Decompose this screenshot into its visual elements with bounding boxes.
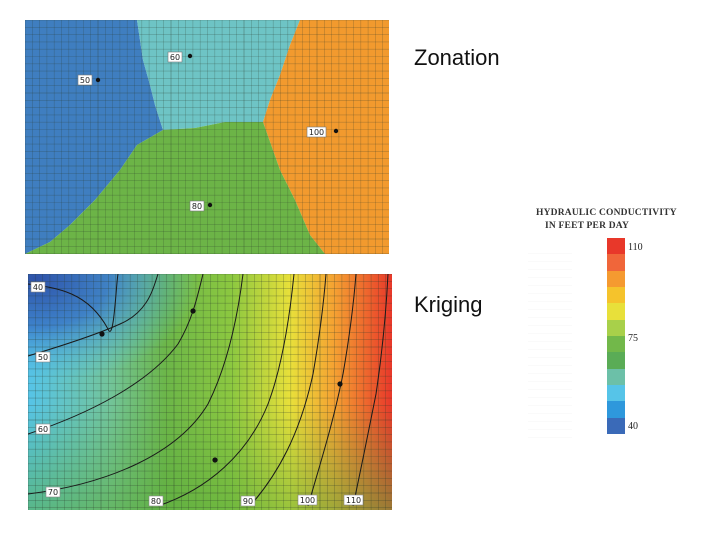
legend-swatch bbox=[607, 352, 625, 369]
legend-title-line2: IN FEET PER DAY bbox=[545, 221, 630, 231]
contour-label-80: 80 bbox=[148, 495, 164, 507]
legend-title-line1: HYDRAULIC CONDUCTIVITY bbox=[536, 208, 677, 218]
legend-swatch bbox=[607, 319, 625, 336]
legend-swatch bbox=[607, 384, 625, 402]
svg-text:50: 50 bbox=[38, 353, 48, 362]
legend-ghost-strip bbox=[528, 246, 572, 438]
well-point bbox=[95, 77, 101, 83]
svg-text:100: 100 bbox=[309, 128, 324, 137]
well-point bbox=[333, 128, 339, 134]
contour-label-110: 110 bbox=[343, 494, 364, 506]
legend-swatch bbox=[607, 238, 625, 255]
contour-line bbox=[28, 274, 159, 357]
legend-swatch bbox=[607, 254, 625, 271]
svg-text:90: 90 bbox=[243, 497, 253, 506]
well-point bbox=[207, 202, 213, 208]
contour-label-40: 40 bbox=[30, 281, 46, 293]
svg-text:60: 60 bbox=[38, 425, 48, 434]
well-point bbox=[99, 331, 105, 337]
svg-text:80: 80 bbox=[192, 202, 202, 211]
zone-label-50: 50 bbox=[77, 74, 93, 86]
legend-tick-75: 75 bbox=[628, 333, 638, 344]
contour-label-90: 90 bbox=[240, 495, 256, 507]
legend-tick-110: 110 bbox=[628, 242, 643, 253]
svg-text:110: 110 bbox=[346, 496, 361, 505]
legend-tick-40: 40 bbox=[628, 421, 638, 432]
contour-line bbox=[28, 274, 244, 495]
svg-text:80: 80 bbox=[151, 497, 161, 506]
zonation-map: 50 60 100 80 bbox=[25, 20, 389, 254]
contour-line bbox=[28, 274, 204, 435]
zone-60 bbox=[137, 20, 300, 130]
zonation-caption: Zonation bbox=[414, 45, 500, 70]
legend-swatch bbox=[607, 417, 625, 434]
legend-swatch bbox=[607, 286, 625, 304]
contour-label-50: 50 bbox=[35, 351, 51, 363]
zone-label-60: 60 bbox=[167, 51, 183, 63]
svg-text:60: 60 bbox=[170, 53, 180, 62]
svg-text:70: 70 bbox=[48, 488, 58, 497]
contour-line bbox=[249, 274, 327, 507]
kriging-caption: Kriging bbox=[414, 292, 483, 317]
zone-80 bbox=[25, 122, 325, 254]
contour-label-60: 60 bbox=[35, 423, 51, 435]
svg-text:50: 50 bbox=[80, 76, 90, 85]
contour-line bbox=[307, 274, 357, 507]
zone-50 bbox=[25, 20, 163, 254]
contour-label-70: 70 bbox=[45, 486, 61, 498]
zone-label-100: 100 bbox=[306, 126, 327, 138]
legend-swatch bbox=[607, 303, 625, 320]
legend-title: HYDRAULIC CONDUCTIVITY IN FEET PER DAY bbox=[536, 207, 677, 233]
well-point bbox=[337, 381, 343, 387]
well-point bbox=[190, 308, 196, 314]
legend-swatch bbox=[607, 270, 625, 287]
legend-swatch bbox=[607, 335, 625, 353]
well-point bbox=[212, 457, 218, 463]
kriging-map: 40 50 60 70 80 90 bbox=[28, 274, 392, 510]
kriging-map-canvas: 40 50 60 70 80 90 bbox=[28, 274, 392, 510]
contour-line bbox=[157, 274, 295, 507]
svg-text:40: 40 bbox=[33, 283, 43, 292]
svg-text:100: 100 bbox=[300, 496, 315, 505]
well-point bbox=[187, 53, 193, 59]
legend-color-ramp bbox=[607, 238, 625, 434]
legend-swatch bbox=[607, 401, 625, 418]
contour-label-100: 100 bbox=[297, 494, 318, 506]
zonation-map-canvas: 50 60 100 80 bbox=[25, 20, 389, 254]
zone-label-80: 80 bbox=[189, 200, 205, 212]
legend-swatch bbox=[607, 368, 625, 385]
contour-line bbox=[352, 274, 389, 507]
